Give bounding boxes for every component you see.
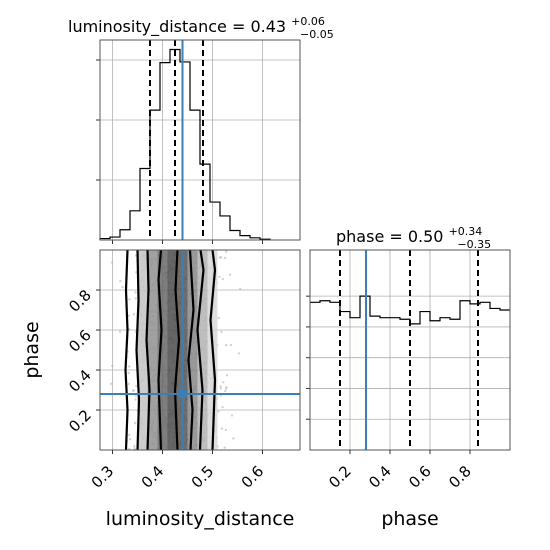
scatter-point xyxy=(230,414,234,417)
x-tick-label-luminosity-distance: 0.3 xyxy=(88,462,118,492)
title-ld-sub: −0.05 xyxy=(300,28,334,41)
histogram-panel-phase: 0.2 0.4 0.6 0.8 xyxy=(306,249,511,492)
contour-line xyxy=(209,249,217,451)
title-ld-main: luminosity_distance = 0.43 xyxy=(68,17,286,37)
scatter-point xyxy=(228,273,232,276)
contour-line xyxy=(173,249,181,451)
scatter-point xyxy=(220,330,223,334)
scatter-point xyxy=(217,410,220,413)
density-band xyxy=(187,250,198,450)
scatter-point xyxy=(220,427,224,430)
scatter-point xyxy=(225,374,229,377)
scatter-point xyxy=(221,406,224,409)
scatter-point xyxy=(127,314,131,317)
scatter-point xyxy=(128,365,131,368)
scatter-point xyxy=(127,382,130,386)
contour-line xyxy=(157,249,163,451)
scatter-point xyxy=(134,291,137,294)
scatter-point xyxy=(127,371,130,375)
scatter-point xyxy=(133,421,137,425)
x-axis-label-luminosity-distance: luminosity_distance xyxy=(106,508,295,530)
scatter-point xyxy=(134,394,138,397)
y-tick-label-phase: 0.2 xyxy=(65,406,95,436)
contour-line xyxy=(135,249,141,451)
scatter-point xyxy=(135,384,138,388)
scatter-point xyxy=(133,447,136,450)
scatter-point xyxy=(239,287,242,290)
y-tick-label-phase: 0.8 xyxy=(65,286,95,316)
contour-line xyxy=(145,249,151,451)
y-tick-label-phase: 0.4 xyxy=(65,366,95,396)
scatter-point xyxy=(224,256,227,260)
scatter-point xyxy=(219,256,223,259)
title-phase-main: phase = 0.50 xyxy=(336,227,443,246)
scatter-point xyxy=(132,313,135,316)
x-tick-label-phase: 0.4 xyxy=(365,462,395,492)
scatter-point xyxy=(118,330,122,333)
scatter-point xyxy=(222,381,225,384)
panel-frame xyxy=(99,249,301,451)
scatter-point xyxy=(128,438,132,441)
histogram-panel-luminosity-distance xyxy=(96,39,301,244)
scatter-point xyxy=(134,297,137,300)
x-tick-label-luminosity-distance: 0.6 xyxy=(238,462,268,492)
scatter-point xyxy=(111,364,114,368)
x-axis-label-phase: phase xyxy=(381,508,438,530)
density-band xyxy=(137,250,148,450)
scatter-point xyxy=(223,446,226,449)
x-tick-label-luminosity-distance: 0.4 xyxy=(138,462,168,492)
scatter-point xyxy=(225,386,228,389)
scatter-point xyxy=(224,344,228,347)
scatter-point xyxy=(237,352,241,355)
title-ld-sup: +0.06 xyxy=(291,15,325,28)
scatter-point xyxy=(109,382,113,385)
density-band xyxy=(197,250,208,450)
x-tick-label-luminosity-distance: 0.5 xyxy=(188,462,218,492)
density-band xyxy=(147,250,158,450)
truth-marker xyxy=(178,390,187,398)
panel-frame xyxy=(309,249,511,451)
scatter-point xyxy=(110,261,114,264)
scatter-point xyxy=(232,437,235,440)
x-tick-label-phase: 0.8 xyxy=(445,462,475,492)
scatter-point xyxy=(134,254,137,257)
scatter-point xyxy=(219,387,222,390)
scatter-point xyxy=(225,250,228,253)
x-tick-label-phase: 0.6 xyxy=(405,462,435,492)
density-band xyxy=(167,250,178,450)
scatter-point xyxy=(133,445,136,448)
contour-line xyxy=(124,249,129,451)
title-phase-sup: +0.34 xyxy=(449,225,483,238)
scatter-point xyxy=(221,277,224,281)
scatter-point xyxy=(218,275,221,278)
scatter-point xyxy=(119,279,122,283)
contour-line xyxy=(187,249,195,451)
scatter-point xyxy=(229,343,233,347)
scatter-point xyxy=(121,285,124,289)
scatter-point xyxy=(224,389,227,393)
density-band xyxy=(157,250,168,450)
scatter-point xyxy=(131,389,135,392)
scatter-point xyxy=(219,385,222,388)
scatter-point xyxy=(134,398,137,401)
x-tick-label-phase: 0.2 xyxy=(325,462,355,492)
histogram-step-luminosity-distance xyxy=(99,48,271,240)
title-phase: phase = 0.50 +0.34 −0.35 xyxy=(336,220,491,251)
panel-frame xyxy=(99,39,301,241)
density-panel: 0.3 0.4 0.5 0.6 0.2 0.4 0.6 0.8 xyxy=(65,249,301,492)
scatter-point xyxy=(224,428,228,432)
title-luminosity-distance: luminosity_distance = 0.43 +0.06 −0.05 xyxy=(68,10,334,41)
scatter-point xyxy=(128,298,131,301)
y-axis-label-phase: phase xyxy=(21,321,43,378)
y-tick-label-phase: 0.6 xyxy=(65,326,95,356)
title-phase-sub: −0.35 xyxy=(457,238,491,251)
scatter-point xyxy=(128,433,131,437)
scatter-point xyxy=(217,316,221,320)
contour-line xyxy=(196,249,205,451)
